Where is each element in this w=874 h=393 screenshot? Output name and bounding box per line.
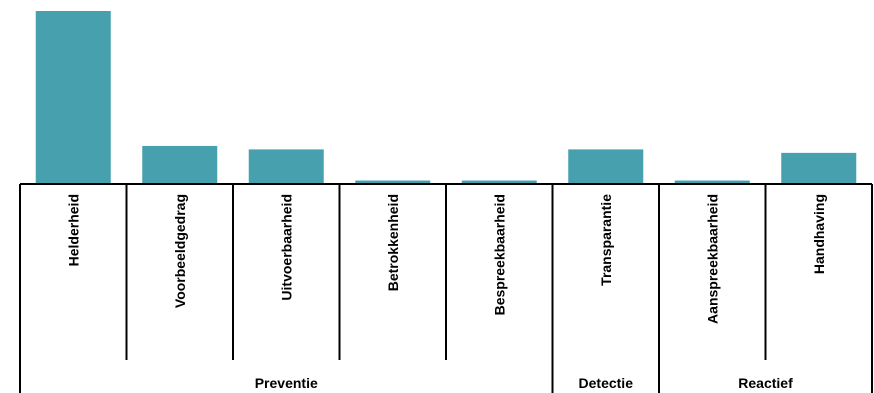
category-label: Helderheid [65,194,81,266]
group-label: Reactief [738,375,793,391]
bar-helderheid [35,11,111,184]
bar-aanspreekbaarheid [674,180,750,184]
bars-group [35,11,857,184]
category-label: Betrokkenheid [385,194,401,291]
group-label: Preventie [255,375,318,391]
bar-handhaving [781,152,857,184]
bar-bespreekbaarheid [461,180,537,184]
category-label: Bespreekbaarheid [491,194,507,315]
category-separators [19,184,873,393]
bar-betrokkenheid [355,180,431,184]
group-labels: Preventie Detectie Reactief [255,375,793,391]
category-label: Transparantie [598,194,614,286]
bar-voorbeeldgedrag [142,145,218,184]
category-labels: Helderheid Voorbeeldgedrag Uitvoerbaarheid… [65,194,827,324]
bar-uitvoerbaarheid [248,149,324,184]
category-label: Handhaving [811,194,827,274]
category-label: Voorbeeldgedrag [172,194,188,308]
bar-transparantie [568,149,644,184]
category-label: Uitvoerbaarheid [278,194,294,301]
category-label: Aanspreekbaarheid [704,194,720,324]
group-label: Detectie [579,375,634,391]
